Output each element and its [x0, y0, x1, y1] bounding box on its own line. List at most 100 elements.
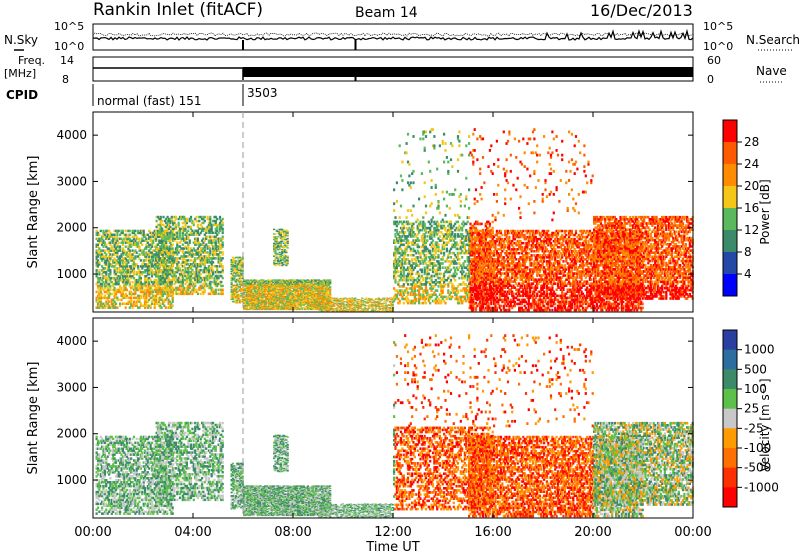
heatmap-cell — [125, 275, 129, 278]
heatmap-cell — [205, 227, 208, 231]
heatmap-cell — [272, 289, 275, 291]
heatmap-cell — [279, 299, 282, 301]
heatmap-cell — [101, 241, 104, 244]
heatmap-cell — [210, 241, 213, 244]
heatmap-cell — [202, 215, 205, 219]
heatmap-cell — [117, 282, 120, 286]
heatmap-cell — [108, 247, 111, 250]
heatmap-cell — [243, 302, 246, 304]
heatmap-cell — [185, 280, 188, 284]
heatmap-cell — [230, 282, 233, 284]
heatmap-cell — [202, 241, 205, 244]
heatmap-cell — [121, 292, 124, 296]
heatmap-cell — [156, 274, 160, 278]
heatmap-cell — [218, 221, 222, 225]
heatmap-cell — [181, 233, 184, 236]
heatmap-cell — [169, 225, 172, 229]
heatmap-cell — [113, 261, 116, 264]
heatmap-cell — [127, 249, 130, 252]
heatmap-cell — [134, 239, 137, 242]
heatmap-cell — [166, 294, 169, 298]
heatmap-cell — [135, 302, 138, 305]
heatmap-cell — [142, 292, 145, 296]
heatmap-cell — [284, 282, 287, 284]
heatmap-cell — [290, 305, 293, 307]
heatmap-cell — [240, 264, 243, 267]
heatmap-cell — [185, 221, 188, 225]
heatmap-cell — [244, 300, 247, 302]
heatmap-cell — [189, 227, 193, 231]
heatmap-cell — [280, 298, 283, 300]
heatmap-cell — [244, 306, 247, 308]
heatmap-cell — [95, 296, 98, 300]
heatmap-cell — [127, 261, 130, 264]
heatmap-cell — [255, 296, 258, 298]
heatmap-cell — [263, 305, 266, 308]
heatmap-cell — [198, 272, 201, 276]
heatmap-cell — [127, 280, 130, 284]
heatmap-cell — [127, 241, 130, 244]
heatmap-cell — [159, 280, 162, 284]
heatmap-cell — [180, 217, 183, 221]
heatmap-cell — [166, 290, 169, 294]
heatmap-cell — [185, 241, 188, 244]
heatmap-cell — [255, 293, 258, 295]
heatmap-cell — [123, 294, 126, 298]
heatmap-cell — [265, 296, 268, 298]
heatmap-cell — [183, 217, 186, 221]
heatmap-cell — [146, 265, 149, 268]
heatmap-cell — [158, 239, 161, 242]
heatmap-cell — [158, 217, 161, 221]
heatmap-cell — [280, 285, 283, 287]
heatmap-cell — [266, 307, 269, 309]
heatmap-cell — [161, 302, 165, 305]
heatmap-cell — [139, 259, 142, 262]
heatmap-cell — [199, 253, 202, 256]
heatmap-cell — [209, 276, 212, 280]
heatmap-cell — [117, 275, 120, 278]
heatmap-cell — [277, 305, 280, 307]
heatmap-cell — [240, 270, 243, 273]
heatmap-cell — [252, 283, 255, 286]
heatmap-cell — [191, 219, 194, 223]
heatmap-cell — [120, 294, 123, 298]
heatmap-cell — [185, 255, 188, 258]
heatmap-cell — [145, 278, 148, 282]
heatmap-cell — [341, 300, 344, 301]
heatmap-cell — [96, 298, 100, 302]
heatmap-cell — [98, 294, 101, 298]
heatmap-cell — [177, 267, 180, 270]
heatmap-cell — [210, 225, 213, 229]
heatmap-cell — [139, 271, 142, 274]
heatmap-cell — [212, 270, 215, 274]
heatmap-cell — [240, 277, 243, 280]
heatmap-cell — [155, 265, 158, 268]
heatmap-cell — [110, 304, 113, 307]
heatmap-cell — [145, 290, 148, 294]
heatmap-cell — [131, 292, 134, 296]
heatmap-cell — [191, 251, 194, 254]
heatmap-cell — [120, 292, 123, 296]
heatmap-cell — [152, 298, 155, 302]
heatmap-cell — [237, 297, 240, 299]
heatmap-cell — [125, 251, 129, 254]
heatmap-cell — [194, 237, 197, 240]
heatmap-cell — [258, 308, 261, 310]
heatmap-cell — [185, 237, 188, 240]
heatmap-cell — [114, 273, 118, 276]
heatmap-cell — [145, 251, 148, 254]
heatmap-cell — [113, 267, 116, 270]
heatmap-cell — [221, 268, 224, 272]
heatmap-cell — [256, 296, 260, 298]
heatmap-cell — [247, 287, 250, 289]
heatmap-cell — [138, 237, 141, 241]
heatmap-cell — [176, 265, 179, 268]
heatmap-cell — [163, 300, 166, 303]
heatmap-cell — [169, 231, 172, 235]
heatmap-cell — [213, 245, 216, 248]
heatmap-cell — [205, 268, 208, 272]
heatmap-cell — [173, 261, 176, 264]
heatmap-cell — [256, 298, 260, 300]
heatmap-cell — [178, 257, 182, 260]
heatmap-cell — [201, 261, 204, 264]
